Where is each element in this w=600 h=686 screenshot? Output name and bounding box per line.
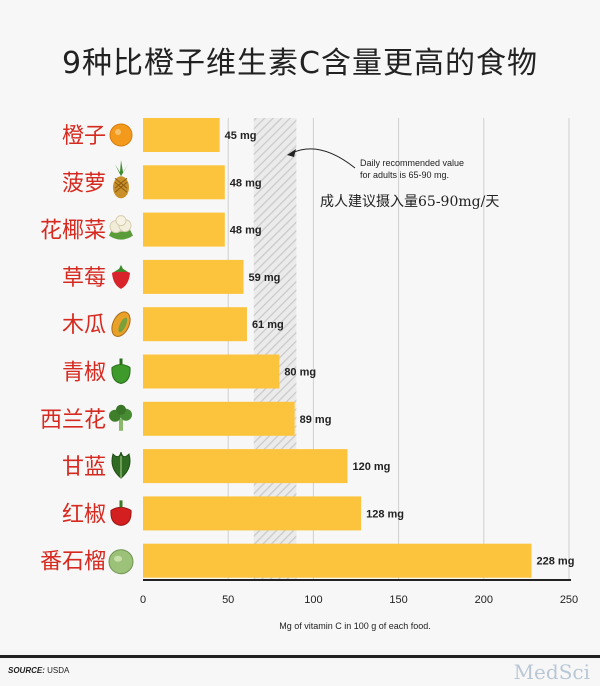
x-tick-label-50: 50 (222, 594, 234, 606)
source-label: SOURCE: (8, 666, 45, 675)
x-tick-label-150: 150 (389, 594, 407, 606)
x-axis: 0 50 100 150 200 250 (140, 579, 578, 606)
value-label-0: 45 mg (225, 130, 257, 142)
bar-4 (143, 307, 247, 342)
broccoli-icon (109, 404, 132, 431)
orange-icon (109, 123, 133, 147)
cauliflower-icon (109, 215, 133, 240)
pineapple-icon (113, 160, 129, 199)
annotation-line-1: Daily recommended value (360, 158, 464, 168)
category-label-9: 番石榴 (40, 550, 106, 575)
value-label-8: 128 mg (366, 508, 404, 520)
guava-icon (108, 549, 134, 575)
annotation-layer: Daily recommended value for adults is 65… (287, 148, 499, 210)
watermark-logo: MedSci (513, 660, 590, 684)
bar-chart: 45 mg 48 mg 48 mg 59 mg 61 mg 80 mg 89 mg 120 m… (40, 118, 578, 631)
red-pepper-icon (110, 500, 132, 526)
category-label-4: 木瓜 (62, 313, 106, 338)
category-label-5: 青椒 (62, 361, 106, 386)
source-value: USDA (47, 666, 70, 675)
bar-2 (143, 212, 225, 247)
category-label-6: 西兰花 (40, 408, 106, 433)
bar-1 (143, 165, 225, 200)
bar-6 (143, 401, 295, 436)
source-note: SOURCE: USDA (8, 666, 69, 675)
annotation-chinese: 成人建议摄入量65-90mg/天 (320, 194, 499, 210)
value-label-6: 89 mg (300, 414, 332, 426)
annotation-line-2: for adults is 65-90 mg. (360, 170, 449, 180)
value-label-3: 59 mg (249, 272, 281, 284)
value-label-2: 48 mg (230, 225, 262, 237)
strawberry-icon (112, 264, 130, 289)
value-label-4: 61 mg (252, 319, 284, 331)
footer-divider (0, 655, 600, 658)
bar-0 (143, 118, 220, 152)
category-label-1: 菠萝 (62, 171, 106, 196)
annotation-arrowhead (287, 149, 296, 157)
category-label-8: 红椒 (62, 502, 106, 527)
bar-5 (143, 354, 280, 389)
kale-icon (111, 451, 131, 479)
value-label-5: 80 mg (284, 367, 316, 379)
bar-9 (143, 543, 532, 578)
annotation-arrow (291, 148, 356, 169)
category-label-7: 甘蓝 (62, 455, 106, 480)
x-axis-label: Mg of vitamin C in 100 g of each food. (279, 621, 431, 631)
value-label-9: 228 mg (537, 556, 575, 568)
bars-layer: 45 mg 48 mg 48 mg 59 mg 61 mg 80 mg 89 mg 120 m… (143, 118, 574, 578)
value-label-7: 120 mg (352, 461, 390, 473)
bar-8 (143, 496, 362, 531)
category-label-3: 草莓 (62, 266, 106, 291)
bar-3 (143, 259, 244, 294)
x-tick-label-250: 250 (560, 594, 578, 606)
papaya-icon (111, 311, 131, 337)
value-label-1: 48 mg (230, 177, 262, 189)
category-label-0: 橙子 (62, 124, 106, 149)
food-icons (108, 123, 134, 575)
green-pepper-icon (111, 358, 131, 385)
x-tick-label-100: 100 (304, 594, 322, 606)
chart-title: 9种比橙子维生素C含量更高的食物 (61, 46, 539, 81)
category-label-2: 花椰菜 (40, 219, 106, 244)
x-tick-label-200: 200 (475, 594, 493, 606)
bar-7 (143, 449, 348, 484)
x-tick-label-0: 0 (140, 594, 146, 606)
